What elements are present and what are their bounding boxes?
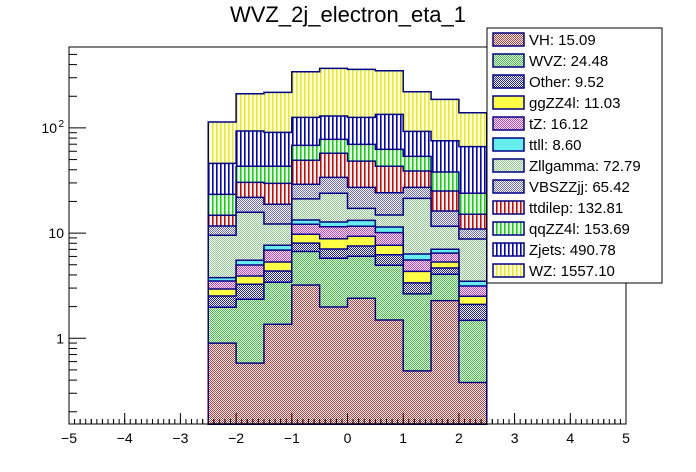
legend-label: Other: 9.52 [529,74,604,91]
x-tick-label: −3 [172,430,188,446]
legend-entry-VBSZZjj: VBSZZjj: 65.42 [492,179,630,196]
y-tick-label: 10 [41,120,57,136]
chart-title: WVZ_2j_electron_eta_1 [230,2,466,27]
legend-swatch [492,158,525,173]
legend-swatch [492,242,525,257]
x-tick-label: −5 [61,430,77,446]
legend-swatch [492,116,525,131]
legend-entry-ggZZ4l: ggZZ4l: 11.03 [492,95,620,112]
legend-label: WVZ: 24.48 [529,53,608,70]
y-tick-label: 1 [56,330,64,346]
legend-entry-Zjets: Zjets: 490.78 [492,242,616,259]
x-tick-label: 1 [399,430,407,446]
legend-swatch [492,74,525,89]
legend-label: ttll: 8.60 [529,137,582,154]
x-tick-label: −2 [228,430,244,446]
legend-swatch [492,95,525,110]
legend-label: tZ: 16.12 [529,116,588,133]
bar-VH [207,284,488,425]
legend-entry-WZ: WZ: 1557.10 [492,263,615,280]
legend-entry-Zllgamma: Zllgamma: 72.79 [492,158,641,175]
legend-entry-Other: Other: 9.52 [492,74,604,91]
x-axis: −5 −4 −3 −2 −1 0 1 2 3 4 5 [61,413,630,446]
y-tick-label: 10 [48,225,64,241]
legend-label: ggZZ4l: 11.03 [529,95,620,112]
x-tick-label: 2 [455,430,463,446]
y-tick-exponent: 2 [58,119,64,130]
legend-label: WZ: 1557.10 [529,263,615,280]
legend-entry-ttll: ttll: 8.60 [492,137,582,154]
x-tick-label: 5 [622,430,630,446]
legend-entry-WVZ: WVZ: 24.48 [492,53,608,70]
legend-entry-qqZZ4l: qqZZ4l: 153.69 [492,221,630,238]
legend-entry-tZ: tZ: 16.12 [492,116,588,133]
legend-label: VH: 15.09 [529,32,596,49]
x-tick-label: −1 [284,430,300,446]
legend-label: ttdilep: 132.81 [529,200,623,217]
legend-swatch [492,200,525,215]
x-tick-label: 4 [566,430,574,446]
legend-entry-ttdilep: ttdilep: 132.81 [492,200,623,217]
x-tick-label: −4 [117,430,133,446]
x-tick-label: 0 [344,430,352,446]
legend-swatch [492,137,525,152]
legend-swatch [492,32,525,47]
x-tick-label: 3 [511,430,519,446]
legend-box [486,27,663,284]
legend-swatch [492,221,525,236]
legend-swatch [492,263,525,278]
legend-swatch [492,179,525,194]
legend-label: VBSZZjj: 65.42 [529,179,630,196]
legend-entry-VH: VH: 15.09 [492,32,596,49]
legend-label: qqZZ4l: 153.69 [529,221,630,238]
histogram-bars [207,67,488,425]
legend-swatch [492,53,525,68]
legend-label: Zllgamma: 72.79 [529,158,641,175]
series-VH [207,284,488,425]
legend-label: Zjets: 490.78 [529,242,616,259]
legend: VH: 15.09 WVZ: 24.48 Other: 9.52 ggZZ4l: 11… [486,27,663,284]
